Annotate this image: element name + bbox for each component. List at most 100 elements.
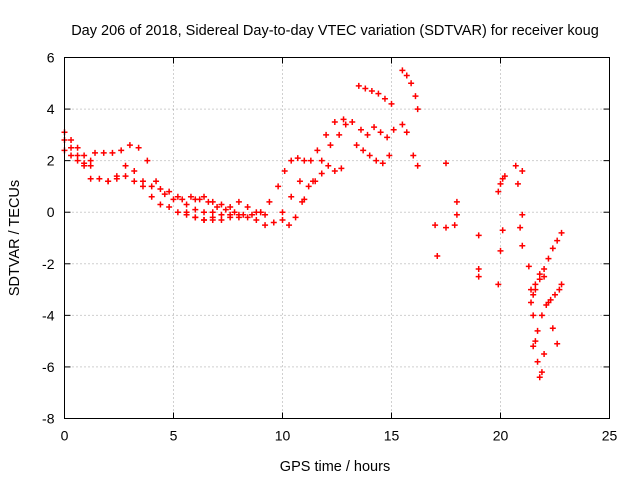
data-point-track-i xyxy=(307,157,314,164)
data-point-track-q xyxy=(443,224,449,231)
data-point-track-x xyxy=(534,327,541,334)
data-point-track-f xyxy=(174,209,181,216)
data-point-track-c xyxy=(74,157,81,164)
data-point-track-q xyxy=(432,222,439,229)
data-point-track-t xyxy=(495,188,502,195)
data-point-track-l xyxy=(368,88,375,95)
data-point-track-s xyxy=(475,232,482,239)
x-tick-label: 20 xyxy=(493,428,509,444)
data-point-track-p xyxy=(410,152,417,159)
data-point-track-i xyxy=(294,155,301,162)
data-point-track-s xyxy=(475,265,482,272)
data-point-track-n xyxy=(386,152,393,159)
data-point-track-k xyxy=(342,121,349,128)
data-point-track-u xyxy=(519,167,526,174)
data-point-track-d xyxy=(144,157,151,164)
data-point-track-d xyxy=(214,204,221,211)
data-point-track-b xyxy=(68,144,75,151)
data-point-track-j xyxy=(338,165,345,172)
data-point-track-e xyxy=(157,186,164,193)
data-point-track-m xyxy=(371,124,378,131)
data-point-track-k xyxy=(336,131,343,138)
data-point-track-i xyxy=(340,116,347,123)
data-point-track-o xyxy=(412,93,419,100)
data-point-track-i xyxy=(275,183,282,190)
data-points xyxy=(61,67,565,381)
data-point-track-e xyxy=(183,201,190,208)
data-point-track-e xyxy=(201,209,208,216)
data-point-track-m xyxy=(390,126,397,133)
data-point-track-e xyxy=(166,188,173,195)
data-point-track-g xyxy=(279,209,286,216)
y-axis-label: SDTVAR / TECUs xyxy=(7,180,23,296)
data-point-track-h xyxy=(218,201,225,208)
data-point-track-r xyxy=(443,160,449,167)
data-point-track-w xyxy=(558,229,565,236)
data-point-track-g xyxy=(209,216,216,223)
data-point-track-n xyxy=(360,147,367,154)
data-point-track-x xyxy=(538,312,545,319)
data-point-track-g xyxy=(183,209,190,216)
data-point-track-v xyxy=(532,338,539,345)
data-point-track-m xyxy=(364,131,371,138)
x-tick-label: 0 xyxy=(61,428,69,444)
data-point-track-l xyxy=(362,85,369,92)
data-point-track-g xyxy=(288,193,295,200)
data-point-track-u xyxy=(519,242,526,249)
data-point-track-i xyxy=(323,131,330,138)
y-tick-label: 2 xyxy=(47,153,55,169)
data-point-track-v xyxy=(538,369,545,376)
y-tick-label: 6 xyxy=(47,50,55,66)
data-point-track-r xyxy=(453,211,460,218)
data-point-track-e xyxy=(174,193,181,200)
data-point-track-h xyxy=(227,204,234,211)
data-point-track-y xyxy=(532,281,539,288)
plot-frame xyxy=(64,57,610,419)
data-point-track-w xyxy=(536,276,543,283)
data-point-track-x xyxy=(556,286,563,293)
data-point-track-m xyxy=(377,129,384,136)
data-point-track-y xyxy=(536,271,543,278)
data-point-track-i xyxy=(314,147,321,154)
data-point-track-g xyxy=(270,219,277,226)
data-point-track-k xyxy=(318,157,325,164)
data-point-track-j xyxy=(331,167,338,174)
data-point-track-e xyxy=(131,167,138,174)
data-point-track-x xyxy=(558,281,565,288)
data-point-track-a xyxy=(87,157,94,164)
data-point-track-d xyxy=(187,193,194,200)
data-point-track-k xyxy=(310,178,317,185)
data-point-track-j xyxy=(292,214,299,221)
x-tick-label: 15 xyxy=(384,428,400,444)
axis-ticks: 0 5 10 15 20 25 -8 -6 -4 -2 0 2 4 6 xyxy=(42,50,617,444)
data-point-track-v xyxy=(536,374,543,381)
data-point-track-i xyxy=(257,209,264,216)
data-point-track-i xyxy=(266,198,273,205)
data-point-track-h xyxy=(235,198,242,205)
data-point-track-y xyxy=(549,325,556,332)
data-point-track-h xyxy=(262,211,269,218)
data-point-track-n xyxy=(353,142,360,149)
data-point-track-g xyxy=(244,214,251,221)
x-tick-label: 5 xyxy=(170,428,178,444)
data-point-track-q xyxy=(434,253,441,260)
y-tick-label: -4 xyxy=(42,307,55,323)
data-point-track-i xyxy=(281,167,288,174)
data-point-track-t xyxy=(497,180,504,187)
x-tick-label: 10 xyxy=(275,428,291,444)
data-point-track-u xyxy=(514,180,521,187)
data-point-track-g xyxy=(192,214,199,221)
data-point-track-m xyxy=(357,126,364,133)
data-point-track-w xyxy=(528,299,535,306)
data-point-track-p xyxy=(403,129,410,136)
data-point-track-b xyxy=(74,152,81,159)
data-point-track-d xyxy=(231,209,238,216)
data-point-track-w xyxy=(541,265,548,272)
data-point-track-r xyxy=(453,198,460,205)
data-point-track-k xyxy=(327,142,334,149)
data-point-track-h xyxy=(201,193,208,200)
data-point-track-d xyxy=(109,149,116,156)
data-point-track-a xyxy=(74,144,81,151)
data-point-track-w xyxy=(530,291,537,298)
data-point-track-c xyxy=(68,152,75,159)
